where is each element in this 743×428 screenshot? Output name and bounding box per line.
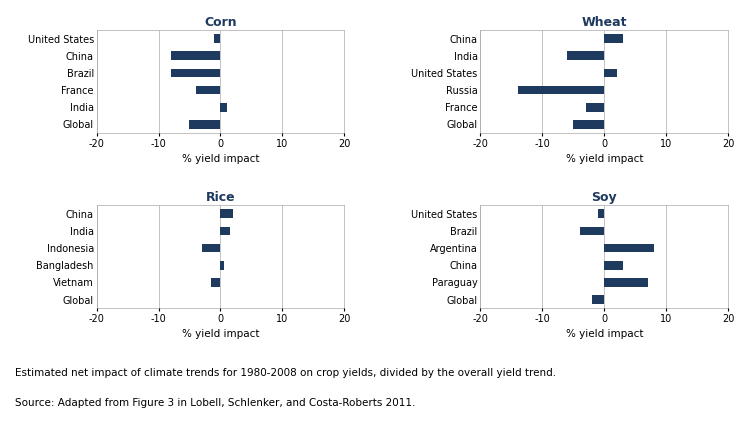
Bar <box>604 278 648 287</box>
Bar <box>604 34 623 43</box>
Bar <box>592 295 604 304</box>
Bar <box>221 103 227 112</box>
Bar <box>221 209 233 218</box>
Bar <box>574 120 604 129</box>
Bar <box>195 86 221 94</box>
Bar <box>171 51 221 60</box>
X-axis label: % yield impact: % yield impact <box>182 329 259 339</box>
Bar <box>585 103 604 112</box>
Bar <box>221 226 230 235</box>
Title: Wheat: Wheat <box>582 16 627 29</box>
Bar <box>598 209 604 218</box>
Bar <box>518 86 604 94</box>
Bar <box>171 68 221 77</box>
Bar <box>567 51 604 60</box>
Bar <box>214 34 221 43</box>
Bar <box>604 68 617 77</box>
X-axis label: % yield impact: % yield impact <box>182 154 259 164</box>
Title: Soy: Soy <box>591 191 617 204</box>
Title: Rice: Rice <box>206 191 236 204</box>
Bar <box>604 261 623 270</box>
Bar <box>211 278 221 287</box>
Bar <box>604 244 654 253</box>
X-axis label: % yield impact: % yield impact <box>565 329 643 339</box>
Bar <box>580 226 604 235</box>
X-axis label: % yield impact: % yield impact <box>565 154 643 164</box>
Text: Estimated net impact of climate trends for 1980-2008 on crop yields, divided by : Estimated net impact of climate trends f… <box>15 368 556 378</box>
Bar <box>189 120 221 129</box>
Title: Corn: Corn <box>204 16 237 29</box>
Bar <box>221 261 224 270</box>
Bar <box>202 244 221 253</box>
Text: Source: Adapted from Figure 3 in Lobell, Schlenker, and Costa-Roberts 2011.: Source: Adapted from Figure 3 in Lobell,… <box>15 398 415 408</box>
